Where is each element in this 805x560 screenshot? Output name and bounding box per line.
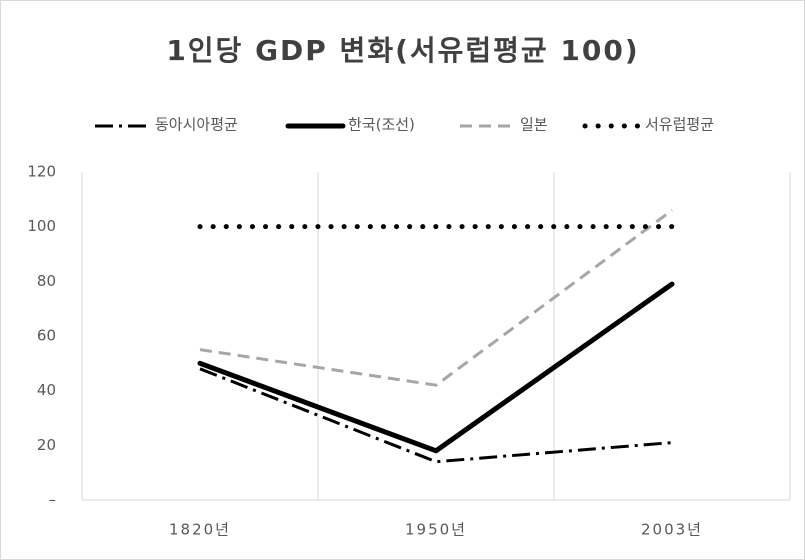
series-line — [199, 367, 673, 464]
legend-label: 서유럽평균 — [645, 116, 714, 134]
chart-title: 1인당 GDP 변화(서유럽평균 100) — [166, 34, 639, 67]
legend-label: 동아시아평균 — [155, 116, 238, 134]
y-tick-label: – — [49, 491, 57, 509]
y-tick-label: 40 — [37, 381, 56, 399]
y-tick-label: 120 — [27, 163, 56, 181]
series-line — [199, 209, 673, 387]
legend-label: 일본 — [520, 116, 548, 134]
y-tick-label: 60 — [37, 327, 56, 345]
legend-label: 한국(조선) — [348, 116, 415, 134]
x-tick-label: 1950년 — [405, 521, 467, 539]
x-tick-label: 2003년 — [641, 521, 703, 539]
y-tick-label: 100 — [27, 217, 56, 235]
series-line — [197, 281, 675, 454]
x-tick-label: 1820년 — [169, 521, 231, 539]
y-tick-label: 80 — [37, 272, 56, 290]
y-tick-label: 20 — [37, 436, 56, 454]
